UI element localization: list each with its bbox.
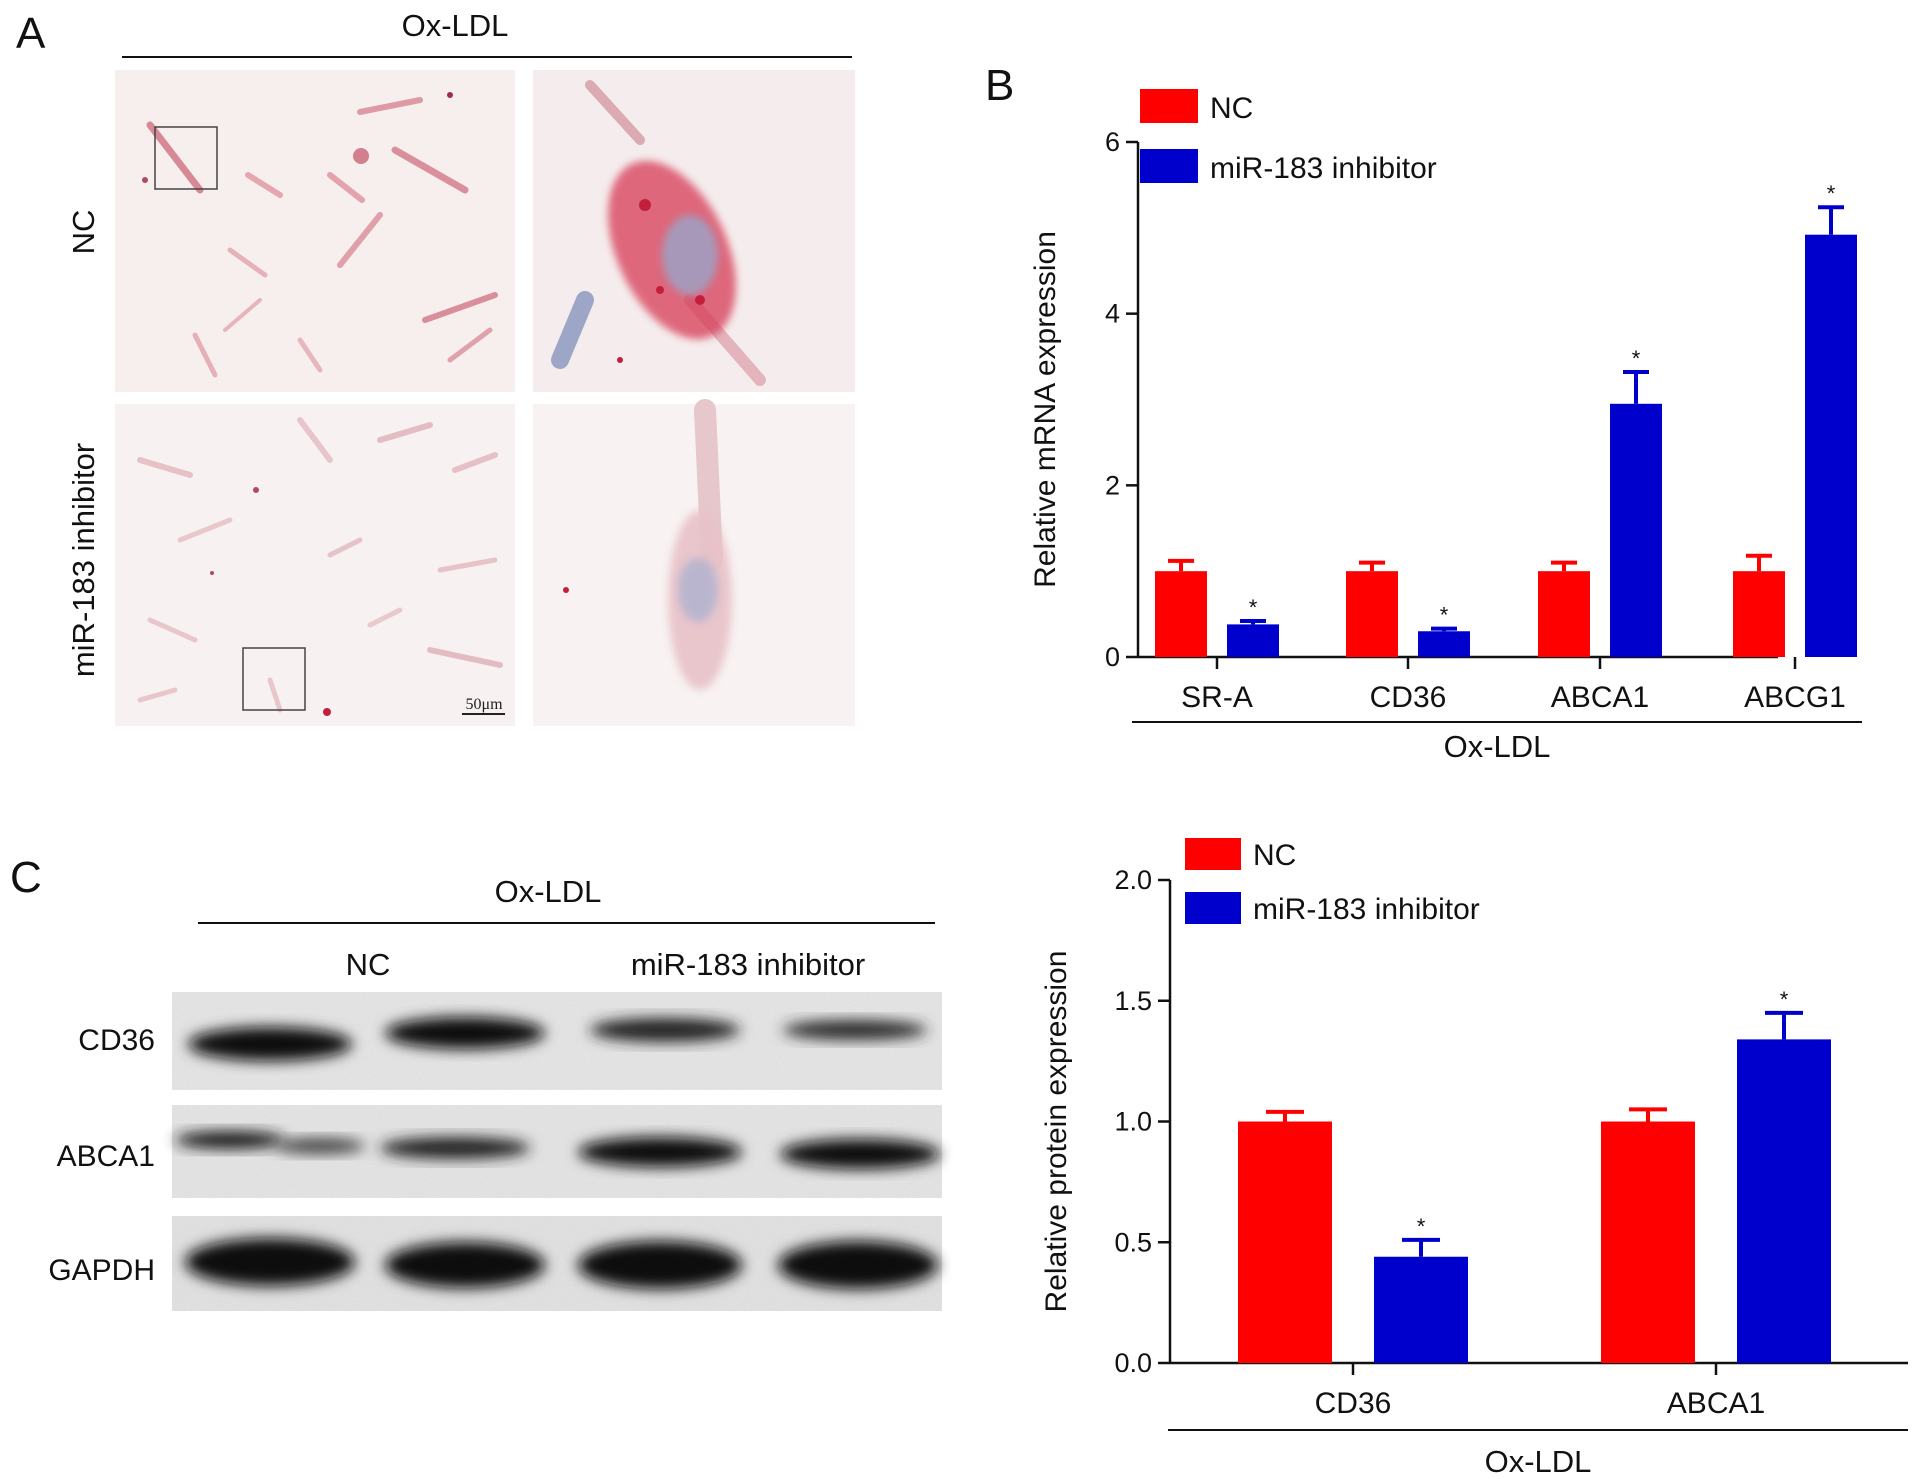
panel-a-letter: A xyxy=(16,9,46,58)
significance-star: * xyxy=(1249,595,1258,620)
y-tick-label: 0 xyxy=(1105,642,1120,672)
panel-c: C Ox-LDL NC miR-183 inhibitor CD36 ABCA1… xyxy=(10,838,1908,1479)
bar xyxy=(1374,1256,1468,1363)
legend-label: miR-183 inhibitor xyxy=(1210,152,1437,185)
y-tick-label: 4 xyxy=(1105,299,1120,329)
y-axis-title: Relative mRNA expression xyxy=(1029,231,1062,588)
bar xyxy=(1155,571,1207,657)
y-axis-title: Relative protein expression xyxy=(1040,951,1073,1313)
x-tick-label: SR-A xyxy=(1181,681,1253,714)
panel-c-letter: C xyxy=(10,853,42,902)
blot-label-gapdh: GAPDH xyxy=(48,1254,155,1287)
significance-star: * xyxy=(1632,346,1641,371)
significance-star: * xyxy=(1780,987,1789,1012)
blot-label-cd36: CD36 xyxy=(78,1024,155,1057)
zoom-box-inhibitor xyxy=(242,647,306,711)
blot-strip-abca1 xyxy=(172,1105,942,1198)
micrograph-nc-zoom xyxy=(533,70,855,392)
panel-c-header: Ox-LDL xyxy=(495,874,602,909)
y-tick-label: 0.5 xyxy=(1114,1227,1152,1257)
panel-a-row-label-nc: NC xyxy=(66,210,101,255)
panel-b-letter: B xyxy=(985,61,1014,110)
lane-group-nc: NC xyxy=(346,947,391,982)
y-tick-label: 2 xyxy=(1105,470,1120,500)
y-tick-label: 0.0 xyxy=(1114,1348,1152,1378)
bar xyxy=(1346,571,1398,657)
x-tick-label: ABCA1 xyxy=(1667,1387,1765,1420)
legend-swatch xyxy=(1140,149,1198,183)
panel-a: A Ox-LDL NC miR-183 inhibitor xyxy=(16,8,855,726)
legend-label: miR-183 inhibitor xyxy=(1253,893,1480,926)
bar xyxy=(1733,571,1785,657)
bar xyxy=(1610,403,1662,657)
group-label: Ox-LDL xyxy=(1485,1444,1592,1479)
bar xyxy=(1538,571,1590,657)
blot-label-abca1: ABCA1 xyxy=(57,1140,155,1173)
legend-label: NC xyxy=(1210,92,1253,125)
significance-star: * xyxy=(1417,1214,1426,1239)
bar xyxy=(1737,1039,1831,1363)
x-tick-label: CD36 xyxy=(1370,681,1447,714)
legend-swatch xyxy=(1185,892,1241,924)
chart-protein-expression: 0.0 0.5 1.0 1.5 2.0 Relative protein expressi… xyxy=(1040,838,1908,1479)
legend-swatch xyxy=(1185,838,1241,870)
bar xyxy=(1418,631,1470,657)
x-tick-label: ABCG1 xyxy=(1744,681,1846,714)
blot-strip-gapdh xyxy=(172,1216,942,1311)
bar xyxy=(1805,234,1857,657)
y-tick-label: 2.0 xyxy=(1114,865,1152,895)
x-tick-label: CD36 xyxy=(1315,1387,1392,1420)
blot-strip-cd36 xyxy=(172,992,942,1090)
micrograph-inhibitor-overview: 50μm xyxy=(115,404,515,726)
bar xyxy=(1601,1121,1695,1363)
micrograph-nc-overview xyxy=(115,70,515,392)
bar xyxy=(1238,1121,1332,1363)
significance-star: * xyxy=(1440,603,1449,628)
y-tick-label: 1.5 xyxy=(1114,986,1152,1016)
group-label: Ox-LDL xyxy=(1444,729,1551,764)
y-tick-label: 6 xyxy=(1105,127,1120,157)
panel-a-header: Ox-LDL xyxy=(402,8,509,43)
panel-a-row-label-inhibitor: miR-183 inhibitor xyxy=(66,443,101,677)
x-tick-label: ABCA1 xyxy=(1551,681,1649,714)
legend-label: NC xyxy=(1253,839,1296,872)
panel-b: B 0 2 4 6 Relative mRNA expression SR-A * CD36 *… xyxy=(985,61,1862,764)
significance-star: * xyxy=(1827,181,1836,206)
bar xyxy=(1227,624,1279,657)
lane-group-inhibitor: miR-183 inhibitor xyxy=(631,947,865,982)
micrograph-inhibitor-zoom xyxy=(533,399,855,726)
zoom-box-nc xyxy=(154,126,218,190)
y-tick-label: 1.0 xyxy=(1114,1107,1152,1137)
legend-swatch xyxy=(1140,89,1198,123)
chart-mrna-expression: 0 2 4 6 Relative mRNA expression SR-A * CD36 * AB… xyxy=(1029,89,1862,764)
scale-bar-label: 50μm xyxy=(465,696,503,713)
